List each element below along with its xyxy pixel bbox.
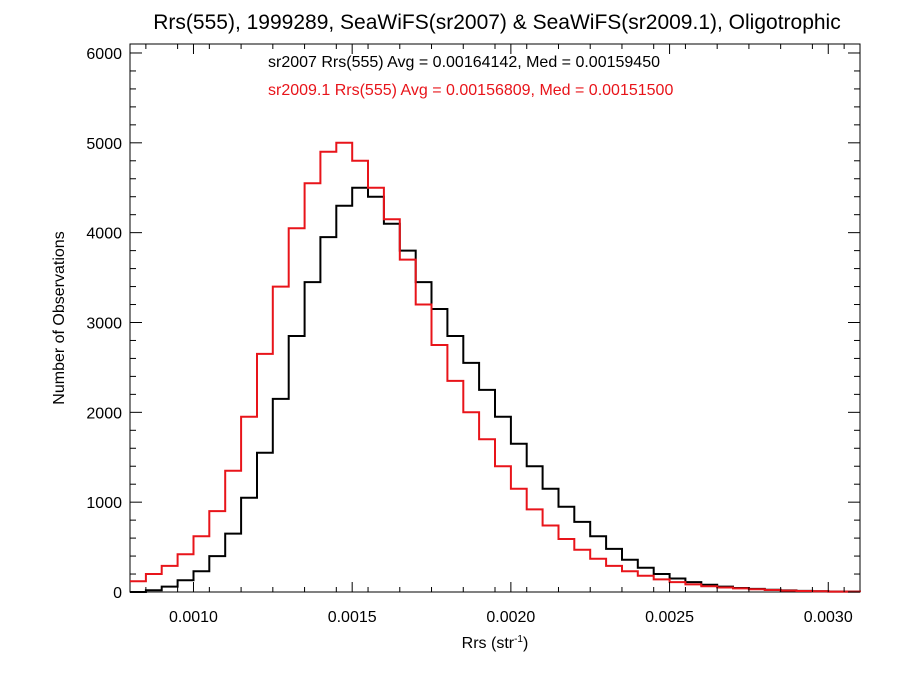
- y-tick-label: 1000: [86, 495, 122, 512]
- annotation-sr2007: sr2007 Rrs(555) Avg = 0.00164142, Med = …: [268, 54, 660, 71]
- x-tick-label: 0.0030: [804, 609, 853, 626]
- series-layer: [130, 141, 861, 593]
- chart-title: Rrs(555), 1999289, SeaWiFS(sr2007) & Sea…: [153, 11, 840, 34]
- x-tick-label: 0.0025: [645, 609, 694, 626]
- x-axis-label-main: Rrs (str: [462, 635, 515, 652]
- x-axis-label: Rrs (str-1): [462, 634, 529, 652]
- ticks-layer: 0.0010 0.0015 0.0020 0.0025 0.0030 0 1000 2000 3…: [86, 44, 860, 626]
- annotation-sr2009: sr2009.1 Rrs(555) Avg = 0.00156809, Med …: [268, 82, 673, 99]
- y-tick-label: 3000: [86, 315, 122, 332]
- y-axis-label: Number of Observations: [51, 231, 68, 404]
- x-axis-label-close: ): [523, 635, 528, 652]
- x-tick-label: 0.0015: [328, 609, 377, 626]
- series-line-0: [130, 186, 861, 593]
- y-tick-label: 0: [113, 585, 122, 602]
- x-axis-label-superscript: -1: [514, 634, 523, 645]
- y-tick-label: 5000: [86, 136, 122, 153]
- y-tick-label: 4000: [86, 226, 122, 243]
- plot-frame: [129, 43, 861, 593]
- series-line-1: [130, 141, 861, 593]
- y-tick-label: 6000: [86, 46, 122, 63]
- x-tick-label: 0.0010: [169, 609, 218, 626]
- x-tick-label: 0.0020: [486, 609, 535, 626]
- y-tick-label: 2000: [86, 405, 122, 422]
